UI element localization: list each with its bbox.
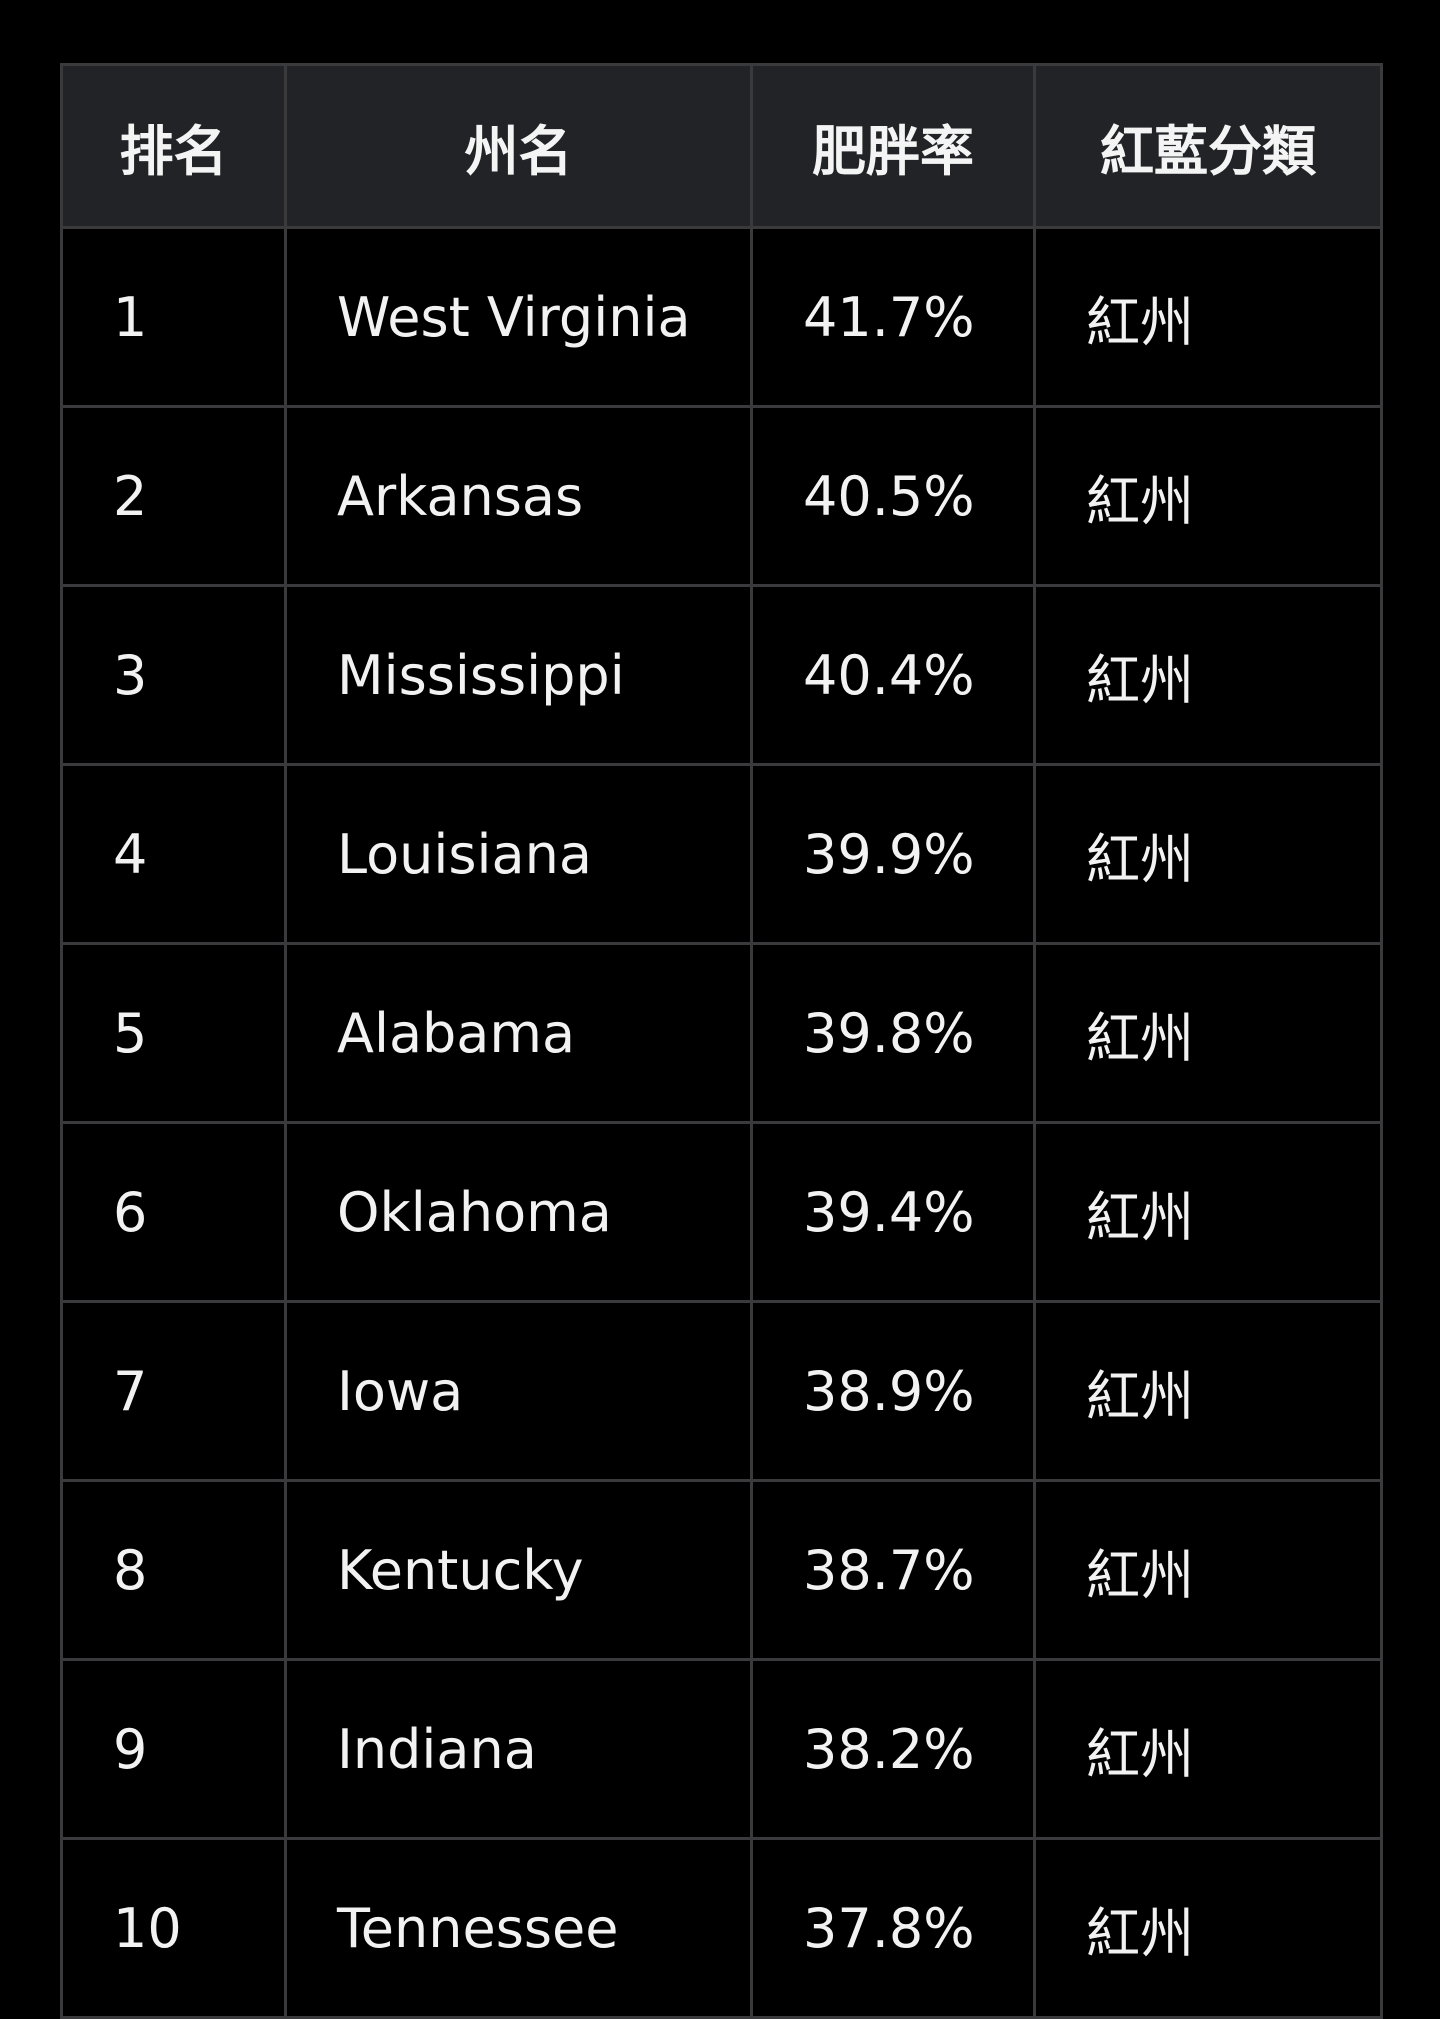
rank-cell: 9 bbox=[60, 1658, 287, 1840]
table-header: 排名 州名 肥胖率 紅藍分類 bbox=[60, 63, 1383, 229]
table-row: 4 Louisiana 39.9% 紅州 bbox=[60, 763, 1383, 945]
rank-cell: 5 bbox=[60, 942, 287, 1124]
rank-cell: 10 bbox=[60, 1837, 287, 2019]
rank-cell: 4 bbox=[60, 763, 287, 945]
table-row: 10 Tennessee 37.8% 紅州 bbox=[60, 1837, 1383, 2019]
state-cell: Louisiana bbox=[284, 763, 753, 945]
column-header-rank: 排名 bbox=[60, 63, 287, 229]
rate-cell: 38.7% bbox=[750, 1479, 1036, 1661]
table-row: 9 Indiana 38.2% 紅州 bbox=[60, 1658, 1383, 1840]
rate-cell: 37.8% bbox=[750, 1837, 1036, 2019]
state-cell: Mississippi bbox=[284, 584, 753, 766]
rank-cell: 8 bbox=[60, 1479, 287, 1661]
rate-cell: 38.9% bbox=[750, 1300, 1036, 1482]
state-cell: Arkansas bbox=[284, 405, 753, 587]
state-cell: Iowa bbox=[284, 1300, 753, 1482]
header-row: 排名 州名 肥胖率 紅藍分類 bbox=[60, 63, 1383, 229]
state-cell: Indiana bbox=[284, 1658, 753, 1840]
column-header-state: 州名 bbox=[284, 63, 753, 229]
party-cell: 紅州 bbox=[1033, 405, 1383, 587]
state-cell: Oklahoma bbox=[284, 1121, 753, 1303]
rate-cell: 39.4% bbox=[750, 1121, 1036, 1303]
state-cell: Alabama bbox=[284, 942, 753, 1124]
obesity-table-container: 排名 州名 肥胖率 紅藍分類 1 West Virginia 41.7% 紅州 … bbox=[60, 63, 1383, 2019]
rank-cell: 6 bbox=[60, 1121, 287, 1303]
state-cell: West Virginia bbox=[284, 226, 753, 408]
table-row: 2 Arkansas 40.5% 紅州 bbox=[60, 405, 1383, 587]
column-header-party-classification: 紅藍分類 bbox=[1033, 63, 1383, 229]
party-cell: 紅州 bbox=[1033, 942, 1383, 1124]
table-row: 3 Mississippi 40.4% 紅州 bbox=[60, 584, 1383, 766]
table-row: 5 Alabama 39.8% 紅州 bbox=[60, 942, 1383, 1124]
column-header-obesity-rate: 肥胖率 bbox=[750, 63, 1036, 229]
table-body: 1 West Virginia 41.7% 紅州 2 Arkansas 40.5… bbox=[60, 226, 1383, 2019]
state-cell: Tennessee bbox=[284, 1837, 753, 2019]
table-row: 7 Iowa 38.9% 紅州 bbox=[60, 1300, 1383, 1482]
rank-cell: 7 bbox=[60, 1300, 287, 1482]
rank-cell: 3 bbox=[60, 584, 287, 766]
rank-cell: 1 bbox=[60, 226, 287, 408]
party-cell: 紅州 bbox=[1033, 1479, 1383, 1661]
rate-cell: 40.5% bbox=[750, 405, 1036, 587]
party-cell: 紅州 bbox=[1033, 1658, 1383, 1840]
rate-cell: 39.8% bbox=[750, 942, 1036, 1124]
party-cell: 紅州 bbox=[1033, 1837, 1383, 2019]
rate-cell: 39.9% bbox=[750, 763, 1036, 945]
rate-cell: 38.2% bbox=[750, 1658, 1036, 1840]
party-cell: 紅州 bbox=[1033, 584, 1383, 766]
party-cell: 紅州 bbox=[1033, 763, 1383, 945]
state-cell: Kentucky bbox=[284, 1479, 753, 1661]
party-cell: 紅州 bbox=[1033, 226, 1383, 408]
rate-cell: 41.7% bbox=[750, 226, 1036, 408]
rank-cell: 2 bbox=[60, 405, 287, 587]
table-row: 8 Kentucky 38.7% 紅州 bbox=[60, 1479, 1383, 1661]
table-row: 6 Oklahoma 39.4% 紅州 bbox=[60, 1121, 1383, 1303]
table-row: 1 West Virginia 41.7% 紅州 bbox=[60, 226, 1383, 408]
rate-cell: 40.4% bbox=[750, 584, 1036, 766]
party-cell: 紅州 bbox=[1033, 1300, 1383, 1482]
obesity-ranking-table: 排名 州名 肥胖率 紅藍分類 1 West Virginia 41.7% 紅州 … bbox=[60, 63, 1383, 2019]
party-cell: 紅州 bbox=[1033, 1121, 1383, 1303]
